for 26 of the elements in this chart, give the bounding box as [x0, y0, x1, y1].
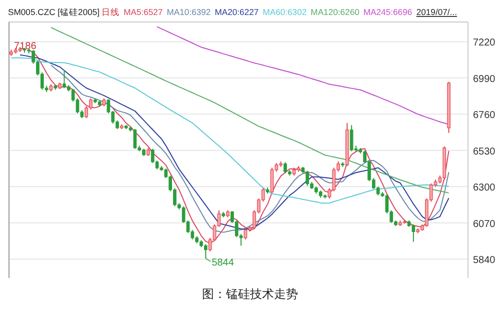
text: 2019/07/... — [416, 7, 457, 17]
y-tick-label: 5840 — [473, 255, 496, 266]
y-tick-label: 6300 — [473, 182, 496, 194]
line-series — [10, 57, 450, 204]
text: MA10:6392 — [166, 7, 211, 17]
line-series — [50, 27, 450, 194]
candlestick — [133, 128, 137, 150]
candlestick — [270, 167, 274, 194]
y-tick-label: 6070 — [473, 218, 496, 230]
text: 图：锰硅技术走势 — [202, 287, 298, 301]
annotation: 5844 — [212, 257, 234, 268]
y-tick-label: 7220 — [473, 38, 496, 49]
annotation: 7186 — [14, 41, 37, 52]
text: MA20:6227 — [214, 7, 259, 17]
y-tick-label: 6530 — [473, 146, 496, 158]
candlestick — [412, 224, 416, 242]
line-series — [156, 26, 450, 125]
chart-title: SM005.CZC [锰硅2005] — [8, 7, 100, 17]
text: MA60:6302 — [262, 7, 307, 17]
text: MA5:6527 — [124, 7, 163, 17]
y-tick-label: 6760 — [473, 110, 496, 122]
candlestick — [350, 124, 354, 152]
text: MA245:6696 — [363, 7, 412, 17]
text: MA120:6260 — [310, 7, 360, 17]
y-tick-label: 6990 — [473, 74, 496, 85]
chart-subtitle: 日线 — [102, 7, 120, 17]
